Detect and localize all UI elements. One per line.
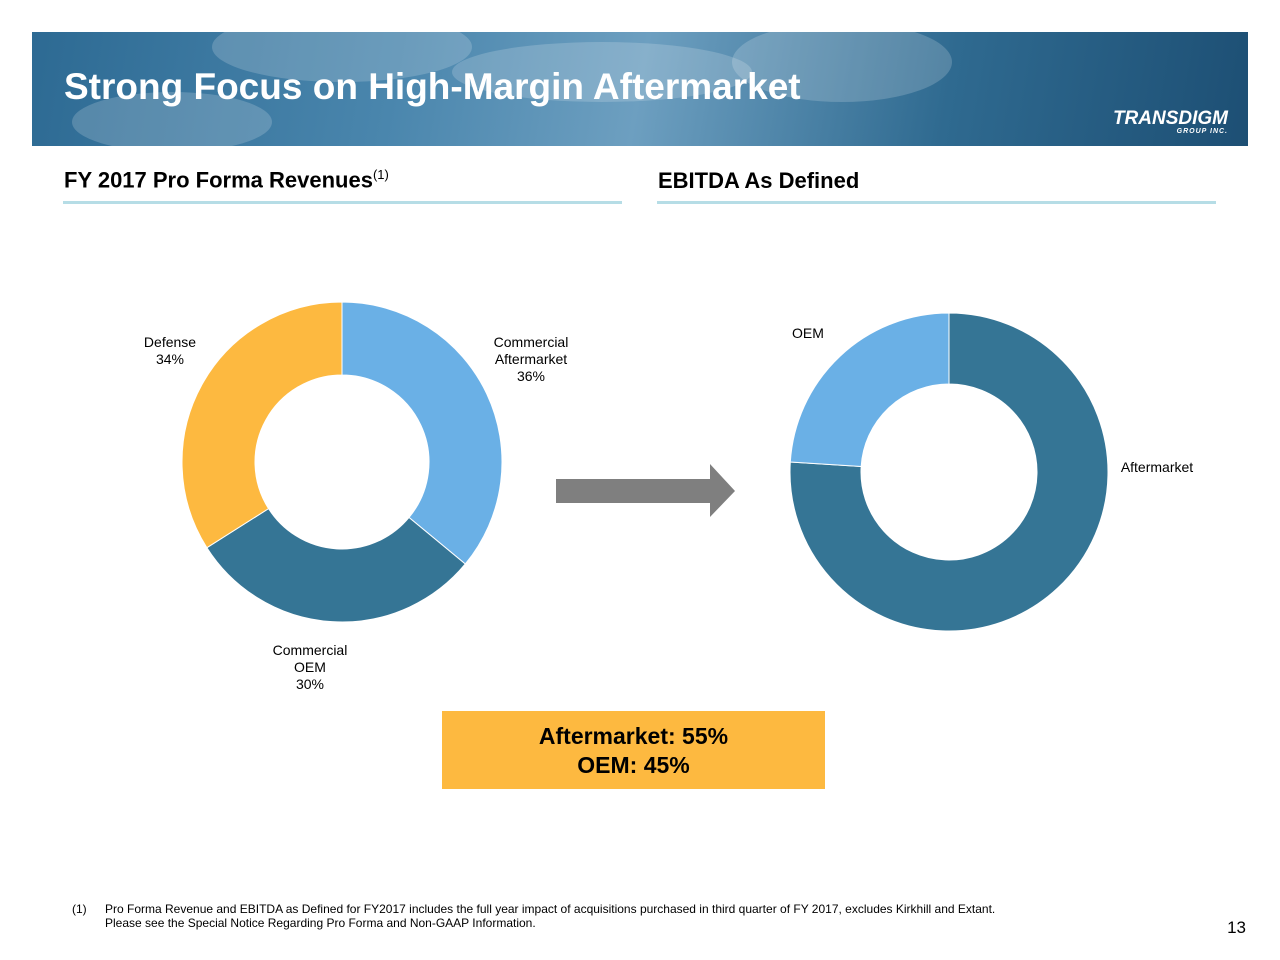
- slice-label: Commercial OEM 30%: [265, 642, 355, 693]
- callout-line: OEM: 45%: [577, 752, 690, 778]
- donut-slice: [789, 312, 950, 468]
- banner: [32, 32, 1248, 146]
- title-rule: [63, 201, 622, 204]
- title-rule: [657, 201, 1216, 204]
- slice-label: Commercial Aftermarket 36%: [486, 334, 576, 385]
- footnote-line: Please see the Special Notice Regarding …: [105, 916, 536, 930]
- donut-slice: [206, 507, 466, 623]
- donut-slice: [341, 301, 503, 565]
- footnote-line: Pro Forma Revenue and EBITDA as Defined …: [105, 902, 996, 916]
- category-label: Commercial Aftermarket: [493, 334, 569, 367]
- chart-title: FY 2017 Pro Forma Revenues(1): [64, 167, 389, 193]
- logo-subtext: GROUP INC.: [1176, 128, 1228, 135]
- callout-line: Aftermarket: 55%: [538, 723, 729, 749]
- value-label: 36%: [516, 368, 546, 384]
- callout-box: Aftermarket: 55% OEM: 45%: [442, 711, 825, 789]
- category-label: OEM: [792, 325, 824, 341]
- logo-text: TRANSDIGM: [1112, 108, 1228, 129]
- category-label: Defense: [143, 334, 197, 350]
- logo: TRANSDIGM GROUP INC.: [1113, 108, 1228, 135]
- chart-title-text: FY 2017 Pro Forma Revenues: [64, 167, 373, 193]
- value-label: 34%: [155, 351, 185, 367]
- value-label: 30%: [295, 676, 325, 692]
- slice-label: Defense 34%: [125, 334, 215, 368]
- slice-label: OEM: [775, 325, 841, 342]
- slide-title: Strong Focus on High-Margin Aftermarket: [64, 66, 801, 107]
- donut-slice: [789, 312, 1109, 632]
- footnote-marker: (1): [72, 902, 87, 916]
- category-label: Aftermarket: [1120, 459, 1194, 475]
- chart-title: EBITDA As Defined: [658, 168, 860, 193]
- page-number: 13: [1227, 918, 1246, 937]
- category-label: Commercial OEM: [272, 642, 348, 675]
- footnote-ref: (1): [372, 167, 389, 182]
- arrow: [556, 464, 735, 517]
- footnote: (1) Pro Forma Revenue and EBITDA as Defi…: [72, 902, 995, 930]
- donut-slice: [181, 301, 343, 549]
- slice-label: Aftermarket: [1108, 459, 1206, 476]
